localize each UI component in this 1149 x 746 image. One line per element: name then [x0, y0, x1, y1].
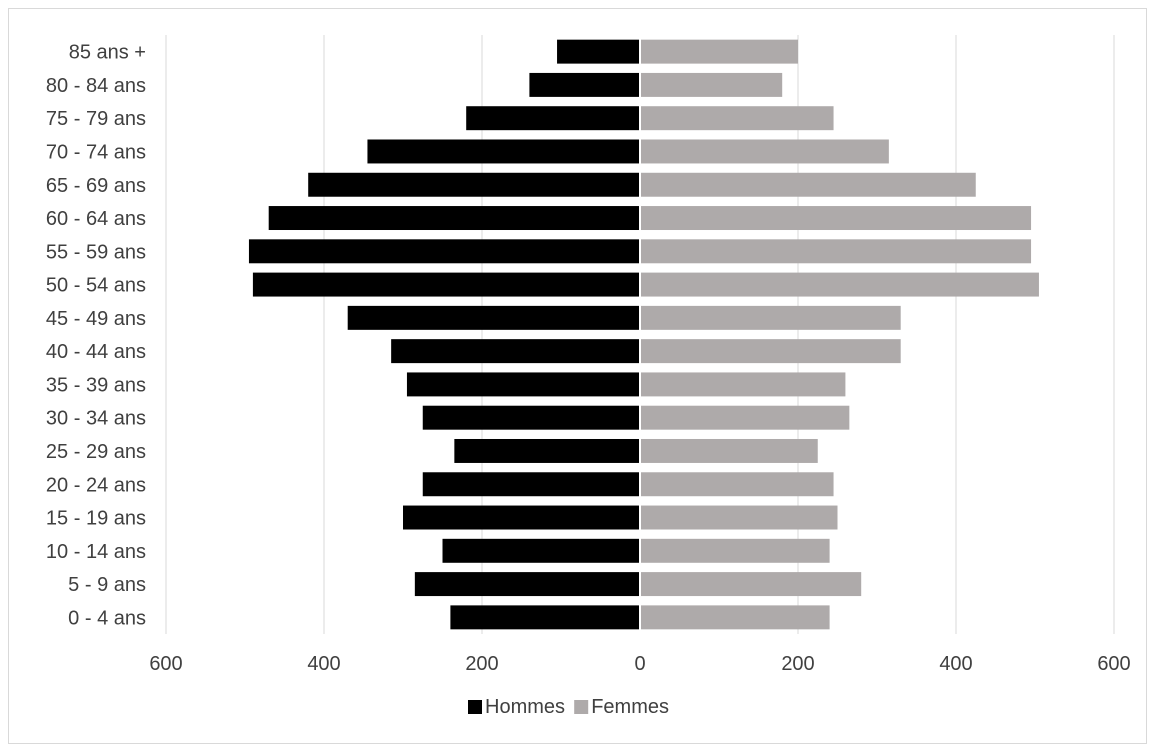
category-label: 15 - 19 ans [46, 508, 146, 530]
bar-hommes-12 [268, 206, 640, 231]
bar-femmes-8 [640, 339, 901, 364]
bar-hommes-16 [529, 72, 640, 97]
bar-hommes-8 [391, 339, 640, 364]
x-tick-label: 400 [307, 653, 340, 675]
bar-hommes-4 [422, 472, 640, 497]
bar-femmes-11 [640, 239, 1032, 264]
bar-femmes-2 [640, 538, 830, 563]
bar-femmes-6 [640, 405, 850, 430]
category-label: 60 - 64 ans [46, 208, 146, 230]
bar-femmes-5 [640, 438, 818, 463]
bar-femmes-9 [640, 305, 901, 330]
category-label: 55 - 59 ans [46, 241, 146, 263]
bar-hommes-17 [557, 39, 640, 64]
bar-hommes-2 [442, 538, 640, 563]
legend-swatch-femmes [574, 700, 589, 714]
bar-femmes-1 [640, 572, 862, 597]
bar-femmes-3 [640, 505, 838, 530]
x-tick-label: 400 [939, 653, 972, 675]
category-label: 30 - 34 ans [46, 408, 146, 430]
bar-femmes-0 [640, 605, 830, 630]
bar-hommes-15 [466, 106, 640, 131]
category-label: 10 - 14 ans [46, 541, 146, 563]
category-label: 75 - 79 ans [46, 108, 146, 130]
category-label: 35 - 39 ans [46, 374, 146, 396]
bar-femmes-12 [640, 206, 1032, 231]
bar-femmes-17 [640, 39, 798, 64]
bar-femmes-4 [640, 472, 834, 497]
category-label: 0 - 4 ans [68, 607, 146, 629]
category-label: 80 - 84 ans [46, 75, 146, 97]
bar-hommes-5 [454, 438, 640, 463]
bar-hommes-11 [248, 239, 640, 264]
category-label: 20 - 24 ans [46, 474, 146, 496]
category-label: 85 ans + [69, 42, 146, 64]
bar-hommes-0 [450, 605, 640, 630]
bar-femmes-15 [640, 106, 834, 131]
x-tick-label: 200 [781, 653, 814, 675]
bar-hommes-10 [252, 272, 640, 297]
tick-labels: 600 400 200 0 200 400 600 [149, 653, 1130, 675]
category-label: 45 - 49 ans [46, 308, 146, 330]
bar-hommes-9 [347, 305, 640, 330]
gridlines [165, 35, 1115, 634]
category-label: 25 - 29 ans [46, 441, 146, 463]
x-tick-label: 600 [1097, 653, 1130, 675]
category-label: 70 - 74 ans [46, 141, 146, 163]
category-label: 40 - 44 ans [46, 341, 146, 363]
bar-hommes-1 [414, 572, 640, 597]
bars [248, 39, 1039, 630]
bar-femmes-14 [640, 139, 889, 164]
bar-femmes-16 [640, 72, 783, 97]
bar-hommes-14 [367, 139, 640, 164]
bar-hommes-13 [308, 172, 640, 197]
bar-femmes-7 [640, 372, 846, 397]
legend: Hommes Femmes [468, 696, 669, 718]
category-label: 5 - 9 ans [68, 574, 146, 596]
legend-label-hommes: Hommes [485, 696, 565, 718]
x-tick-label: 0 [634, 653, 645, 675]
category-label: 65 - 69 ans [46, 175, 146, 197]
category-labels: 0 - 4 ans 5 - 9 ans 10 - 14 ans 15 - 19 ans… [46, 42, 146, 630]
x-tick-label: 200 [465, 653, 498, 675]
legend-swatch-hommes [468, 700, 482, 714]
legend-label-femmes: Femmes [591, 696, 669, 718]
bar-hommes-6 [422, 405, 640, 430]
category-label: 50 - 54 ans [46, 275, 146, 297]
bar-hommes-7 [406, 372, 640, 397]
bar-femmes-10 [640, 272, 1039, 297]
bar-hommes-3 [403, 505, 640, 530]
bar-femmes-13 [640, 172, 976, 197]
x-tick-label: 600 [149, 653, 182, 675]
